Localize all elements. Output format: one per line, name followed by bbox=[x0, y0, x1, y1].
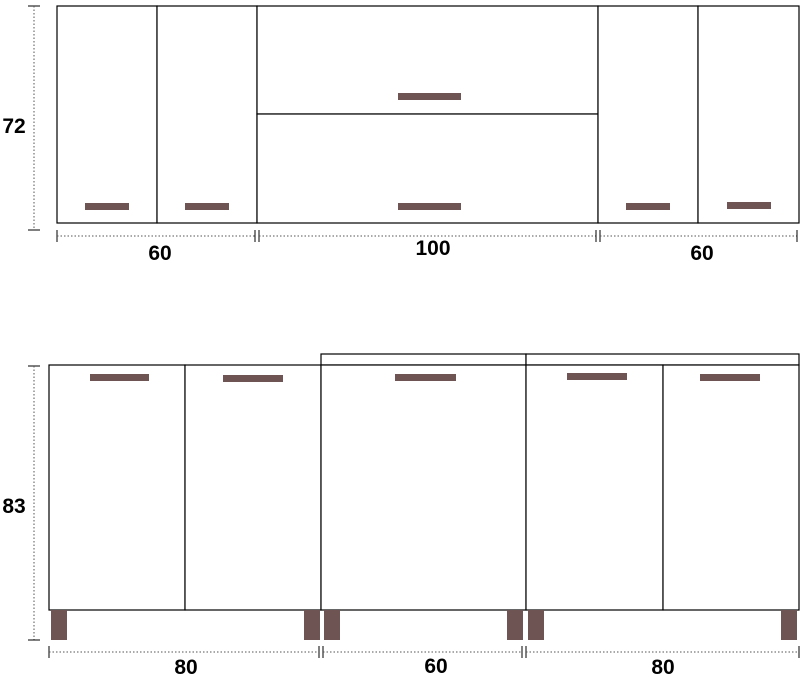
upper-height-label-bg bbox=[0, 112, 30, 140]
lower-right-leg-2 bbox=[781, 610, 797, 640]
lower-left-door-1-handle bbox=[90, 374, 149, 381]
upper-width-label-right: 60 bbox=[690, 242, 713, 265]
lower-left-door-2 bbox=[184, 364, 322, 611]
lower-height-dimension: 83 bbox=[0, 365, 40, 641]
upper-left-door-2-handle bbox=[185, 203, 229, 210]
lower-right-door-1-handle bbox=[567, 373, 627, 380]
upper-right-door-2-handle bbox=[727, 202, 771, 209]
lower-right-door-2-handle bbox=[700, 374, 760, 381]
lower-right-door-2 bbox=[662, 364, 800, 611]
lower-center-leg-1 bbox=[324, 610, 340, 640]
upper-center-bottom-flap-handle bbox=[398, 203, 461, 210]
lower-center-countertop bbox=[320, 353, 527, 366]
upper-height-dimension: 72 bbox=[0, 5, 40, 231]
lower-left-door-1 bbox=[48, 364, 186, 611]
upper-left-door-2 bbox=[156, 5, 258, 224]
upper-left-door-1 bbox=[56, 5, 158, 224]
lower-left-door-2-handle bbox=[223, 375, 283, 382]
lower-left-leg-2 bbox=[304, 610, 320, 640]
lower-width-label-left: 80 bbox=[174, 656, 197, 678]
lower-left-leg-1 bbox=[51, 610, 67, 640]
lower-right-countertop bbox=[525, 353, 800, 366]
lower-height-label-bg bbox=[0, 492, 30, 520]
lower-width-label-right: 80 bbox=[651, 656, 674, 678]
upper-width-dimensions: 60 100 60 bbox=[56, 230, 798, 265]
lower-center-leg-2 bbox=[507, 610, 523, 640]
upper-center-top-flap-handle bbox=[398, 93, 461, 100]
upper-width-label-left: 60 bbox=[148, 242, 171, 265]
lower-height-label: 83 bbox=[2, 495, 25, 518]
lower-cabinet-row: 83 bbox=[0, 353, 800, 678]
lower-center-door-handle bbox=[395, 374, 456, 381]
upper-right-door-1-handle bbox=[626, 203, 670, 210]
lower-width-label-center: 60 bbox=[424, 655, 447, 678]
upper-width-label-center: 100 bbox=[415, 237, 450, 260]
upper-right-door-1 bbox=[597, 5, 699, 224]
lower-right-door-1 bbox=[525, 364, 664, 611]
lower-right-leg-1 bbox=[528, 610, 544, 640]
upper-right-door-2 bbox=[697, 5, 800, 224]
lower-center-door bbox=[320, 364, 527, 611]
lower-width-dimensions: 80 60 80 bbox=[48, 646, 800, 678]
upper-left-door-1-handle bbox=[85, 203, 129, 210]
upper-height-label: 72 bbox=[2, 115, 25, 138]
upper-cabinet-row: 72 60 100 60 bbox=[0, 5, 800, 265]
